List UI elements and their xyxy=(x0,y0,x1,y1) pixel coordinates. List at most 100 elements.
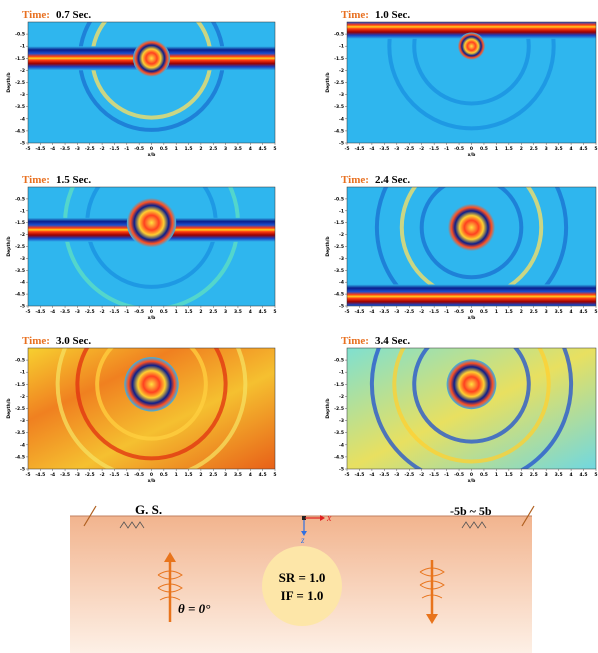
x-tick-label: 5 xyxy=(273,472,276,478)
x-tick-label: 5 xyxy=(594,472,597,478)
x-tick-label: 2 xyxy=(199,472,202,478)
y-tick-label: -5 xyxy=(20,304,25,310)
y-tick-label: -3.5 xyxy=(15,268,25,274)
wave-band xyxy=(347,284,596,308)
y-tick-label: -3.5 xyxy=(15,430,25,436)
x-tick-label: -0.5 xyxy=(454,146,464,152)
x-tick-label: 1 xyxy=(175,309,178,315)
x-tick-label: -2 xyxy=(100,472,105,478)
x-tick-label: 2.5 xyxy=(209,309,217,315)
y-tick-label: -3.5 xyxy=(334,430,344,436)
time-label: Time: xyxy=(341,9,369,21)
inclusion-field xyxy=(124,357,178,411)
time-label: Time: xyxy=(22,335,50,347)
x-tick-label: 5 xyxy=(273,309,276,315)
x-tick-label: -3.5 xyxy=(60,146,70,152)
inclusion-field xyxy=(448,204,495,251)
panel: Time:2.4 Sec.-5-4.5-4-3.5-3-2.5-2-1.5-1-… xyxy=(325,133,598,322)
x-axis-label: x/b xyxy=(468,315,477,321)
x-tick-label: 4.5 xyxy=(580,146,588,152)
wavefield xyxy=(347,0,596,143)
y-tick-label: -1.5 xyxy=(334,220,344,226)
x-tick-label: -2.5 xyxy=(85,472,95,478)
x-tick-label: -3.5 xyxy=(379,146,389,152)
y-tick-label: -1.5 xyxy=(15,56,25,62)
x-tick-label: 1.5 xyxy=(185,309,193,315)
x-tick-label: -0.5 xyxy=(134,309,144,315)
x-tick-label: -2 xyxy=(419,309,424,315)
y-tick-label: -5 xyxy=(339,304,344,310)
x-tick-label: -1.5 xyxy=(429,146,439,152)
y-tick-label: -1 xyxy=(20,208,25,214)
x-tick-label: 1 xyxy=(495,146,498,152)
x-tick-label: -4 xyxy=(369,146,374,152)
x-tick-label: -0.5 xyxy=(134,146,144,152)
x-tick-label: 4 xyxy=(570,146,573,152)
x-tick-label: 3 xyxy=(224,472,227,478)
if-label: IF = 1.0 xyxy=(281,588,324,603)
inclusion-field xyxy=(127,198,176,247)
wavefield xyxy=(28,136,275,309)
x-tick-label: -5 xyxy=(345,309,350,315)
x-tick-label: -0.5 xyxy=(454,309,464,315)
y-axis-label: Depth/b xyxy=(6,236,12,257)
x-tick-label: -1 xyxy=(444,146,449,152)
x-tick-label: 5 xyxy=(273,146,276,152)
x-tick-label: 0 xyxy=(150,146,153,152)
y-tick-label: -2.5 xyxy=(334,80,344,86)
y-tick-label: -2.5 xyxy=(334,244,344,250)
time-label: Time: xyxy=(341,174,369,186)
x-tick-label: 4 xyxy=(570,309,573,315)
x-tick-label: 5 xyxy=(594,146,597,152)
x-tick-label: -1 xyxy=(444,472,449,478)
y-axis-label: Depth/b xyxy=(325,72,331,93)
y-tick-label: -4.5 xyxy=(15,292,25,298)
x-tick-label: 2 xyxy=(520,309,523,315)
time-value: 1.5 Sec. xyxy=(56,174,91,186)
x-tick-label: 4 xyxy=(249,309,252,315)
x-tick-label: -3.5 xyxy=(60,309,70,315)
x-tick-label: -3 xyxy=(394,309,399,315)
x-tick-label: -4.5 xyxy=(355,472,365,478)
y-tick-label: -2.5 xyxy=(15,244,25,250)
time-value: 3.0 Sec. xyxy=(56,335,91,347)
x-tick-label: 0 xyxy=(470,472,473,478)
y-tick-label: -0.5 xyxy=(334,358,344,364)
x-tick-label: -2.5 xyxy=(85,309,95,315)
y-tick-label: -4.5 xyxy=(334,128,344,134)
x-tick-label: 0.5 xyxy=(480,146,488,152)
range-label: -5b ~ 5b xyxy=(450,504,492,518)
time-label: Time: xyxy=(341,335,369,347)
time-value: 3.4 Sec. xyxy=(375,335,410,347)
x-tick-label: -2 xyxy=(419,146,424,152)
x-tick-label: -3.5 xyxy=(379,309,389,315)
y-tick-label: -4 xyxy=(339,280,344,286)
x-tick-label: -1.5 xyxy=(429,309,439,315)
y-tick-label: -4.5 xyxy=(15,128,25,134)
y-tick-label: -4.5 xyxy=(15,454,25,460)
x-tick-label: -2.5 xyxy=(404,146,414,152)
x-tick-label: -2.5 xyxy=(404,309,414,315)
x-tick-label: 0.5 xyxy=(160,309,168,315)
x-tick-label: 0.5 xyxy=(480,309,488,315)
x-tick-label: -0.5 xyxy=(134,472,144,478)
x-tick-label: 3 xyxy=(224,309,227,315)
x-tick-label: 3.5 xyxy=(555,309,563,315)
x-axis-label: x/b xyxy=(148,478,157,484)
x-tick-label: -3 xyxy=(75,146,80,152)
x-tick-label: -4 xyxy=(50,472,55,478)
time-value: 0.7 Sec. xyxy=(56,9,91,21)
inclusion xyxy=(262,546,342,626)
x-tick-label: 1.5 xyxy=(185,472,193,478)
inclusion-field xyxy=(447,359,497,409)
y-tick-label: -3 xyxy=(20,92,25,98)
x-tick-label: -5 xyxy=(26,146,31,152)
x-tick-label: -3.5 xyxy=(379,472,389,478)
x-tick-label: 0 xyxy=(470,146,473,152)
time-value: 2.4 Sec. xyxy=(375,174,410,186)
y-tick-label: -3 xyxy=(20,256,25,262)
x-tick-label: -1.5 xyxy=(110,309,120,315)
y-tick-label: -0.5 xyxy=(15,32,25,38)
y-tick-label: -4.5 xyxy=(334,454,344,460)
x-tick-label: 4 xyxy=(249,146,252,152)
